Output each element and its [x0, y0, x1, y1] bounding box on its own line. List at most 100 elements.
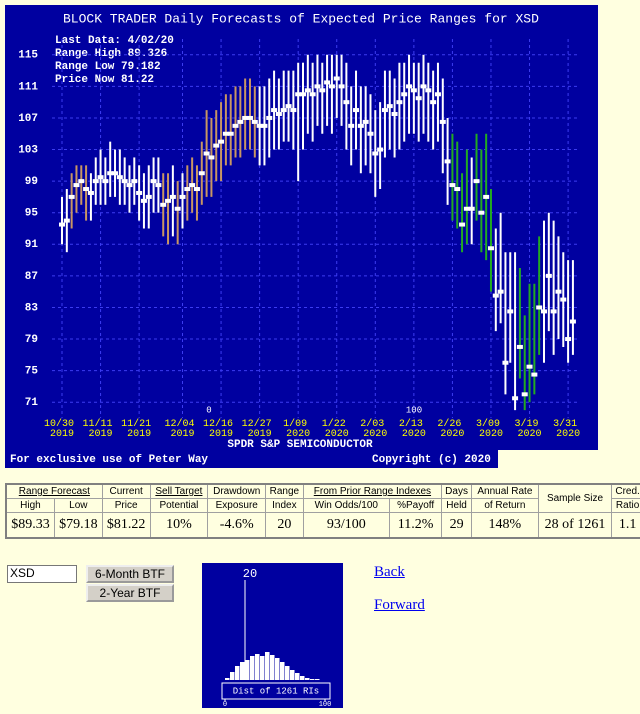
header-cell: Price [101, 498, 151, 513]
price-marker [97, 175, 104, 180]
price-marker [333, 76, 340, 81]
header-cell: Ratio [611, 498, 640, 513]
header-cell: High [5, 498, 55, 513]
x-tick-label: 3/09 2020 [476, 418, 506, 440]
price-marker [406, 84, 413, 89]
price-marker [492, 293, 499, 298]
price-marker [536, 305, 543, 310]
price-marker [314, 84, 321, 89]
header-cell: Win Odds/100 [302, 498, 391, 513]
price-marker [410, 88, 417, 93]
y-tick-label: 99 [25, 176, 38, 188]
price-marker [483, 194, 490, 199]
price-marker [165, 198, 172, 203]
histogram-bar [300, 676, 305, 680]
price-marker [280, 108, 287, 113]
price-marker [569, 319, 576, 324]
price-marker [463, 206, 470, 211]
price-marker [198, 171, 205, 176]
data-cell: 1.1 [611, 512, 640, 539]
price-marker [145, 194, 152, 199]
histogram-bar [295, 673, 300, 680]
price-marker [555, 289, 562, 294]
price-marker [430, 100, 437, 105]
x-tick-label: 12/27 2019 [242, 418, 278, 440]
data-cell: $79.18 [53, 512, 103, 539]
price-marker [449, 183, 456, 188]
price-marker [271, 108, 278, 113]
price-marker [516, 344, 523, 349]
header-cell: of Return [470, 498, 539, 513]
header-row: Range Forecast Current Sell Target Drawd… [5, 483, 640, 513]
price-marker [507, 309, 514, 314]
data-cell: 10% [149, 512, 209, 539]
x-tick-label: 3/31 2020 [553, 418, 583, 440]
price-marker [78, 179, 85, 184]
header-cell: Annual Rate [470, 483, 539, 499]
data-cell: 148% [470, 512, 539, 539]
price-marker [497, 289, 504, 294]
price-marker [126, 183, 133, 188]
x-tick-label: 2/13 2020 [399, 418, 429, 440]
footer-right: Copyright (c) 2020 [372, 454, 491, 466]
price-marker [391, 112, 398, 117]
footer-left: For exclusive use of Peter Way [10, 454, 208, 466]
header-row: High Low Price Potential Exposure Index … [5, 498, 640, 513]
price-marker [83, 187, 90, 192]
price-marker [362, 119, 369, 124]
price-marker [468, 206, 475, 211]
y-tick-label: 87 [25, 271, 38, 283]
price-marker [550, 309, 557, 314]
histogram-bar [285, 666, 290, 680]
y-tick-label: 71 [25, 397, 39, 409]
price-marker [459, 222, 466, 227]
panel-notch [498, 450, 598, 468]
x-tick-label: 3/19 2020 [515, 418, 545, 440]
price-marker [208, 155, 215, 160]
price-marker [131, 179, 138, 184]
info-line: Price Now 81.22 [55, 74, 154, 86]
histogram-title: Dist of 1261 RIs [233, 686, 319, 696]
price-marker [102, 179, 109, 184]
x-tick-label: 11/11 2019 [83, 418, 119, 440]
price-marker [377, 147, 384, 152]
back-link[interactable]: Back [374, 564, 405, 580]
histogram-axis-box [221, 682, 331, 700]
price-marker [372, 151, 379, 156]
price-marker [107, 171, 114, 176]
header-cell: Sell Target [149, 483, 209, 499]
price-marker [285, 104, 292, 109]
header-cell: Drawdown [207, 483, 267, 499]
price-marker [140, 198, 147, 203]
range-index-label: 0 [206, 405, 211, 415]
histogram-bar [235, 666, 240, 680]
price-marker [246, 115, 253, 120]
histogram-bar [225, 678, 230, 680]
marker-label: 20 [243, 567, 257, 581]
price-marker [478, 210, 485, 215]
price-marker [232, 123, 239, 128]
price-marker [386, 104, 393, 109]
price-marker [266, 115, 273, 120]
price-marker [213, 143, 220, 148]
price-marker [155, 183, 162, 188]
forward-link[interactable]: Forward [374, 597, 425, 613]
price-marker [439, 119, 446, 124]
six-month-button[interactable]: 6-Month BTF [86, 565, 174, 583]
y-tick-label: 91 [25, 239, 39, 251]
price-marker [179, 194, 186, 199]
price-marker [454, 187, 461, 192]
ticker-input[interactable]: XSD [7, 565, 77, 583]
price-marker [473, 179, 480, 184]
price-marker [401, 92, 408, 97]
two-year-button[interactable]: 2-Year BTF [86, 584, 174, 602]
price-marker [184, 187, 191, 192]
price-marker [112, 171, 119, 176]
price-marker [338, 84, 345, 89]
price-marker [357, 123, 364, 128]
price-marker [560, 297, 567, 302]
info-line: Last Data: 4/02/20 [55, 35, 174, 47]
histogram-bar [305, 678, 310, 680]
x-tick-label: 100 [319, 701, 332, 709]
price-marker [59, 222, 65, 227]
